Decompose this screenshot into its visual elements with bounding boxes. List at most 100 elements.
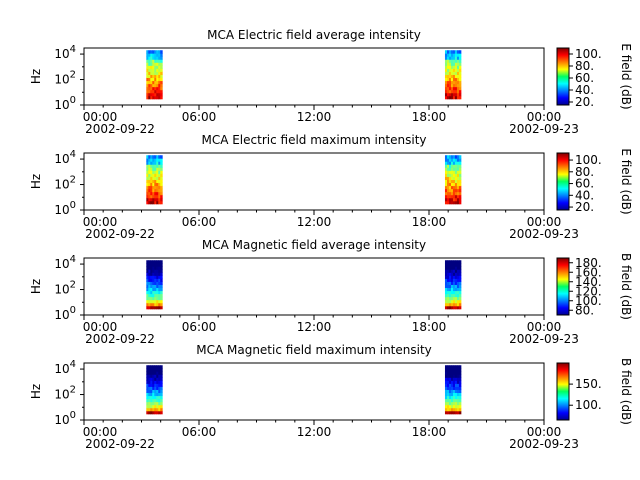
- spectrogram-cell: [158, 194, 161, 199]
- spectrogram-cell: [456, 290, 460, 295]
- spectrogram-cell: [450, 191, 454, 196]
- spectrogram-cell: [444, 371, 448, 375]
- spectrogram-cell: [158, 263, 161, 267]
- spectrogram-cell: [146, 401, 149, 406]
- spectrogram-cell: [450, 185, 454, 190]
- spectrogram-cell: [454, 281, 458, 285]
- spectrogram-cell: [158, 65, 161, 69]
- spectrogram-cell: [160, 194, 163, 199]
- spectrogram-cell: [156, 185, 159, 190]
- spectrogram-cell: [456, 86, 460, 91]
- spectrogram-cell: [456, 170, 460, 174]
- spectrogram-cell: [148, 155, 151, 159]
- spectrogram-cell: [150, 71, 153, 75]
- spectrogram-cell: [456, 56, 460, 60]
- spectrogram-cell: [154, 188, 157, 193]
- spectrogram-cell: [156, 296, 159, 301]
- spectrogram-cell: [148, 407, 151, 412]
- spectrogram-cell: [148, 299, 151, 304]
- spectrogram-cell: [452, 53, 456, 57]
- spectrogram-cell: [452, 272, 456, 276]
- spectrogram-cell: [452, 395, 456, 400]
- spectrogram-cell: [160, 65, 163, 69]
- spectrogram-cell: [444, 404, 448, 409]
- spectrogram-cell: [150, 56, 153, 60]
- spectrogram-cell: [152, 200, 155, 205]
- spectrogram-cell: [444, 173, 448, 177]
- spectrogram-cell: [154, 83, 157, 88]
- spectrogram-cell: [156, 83, 159, 88]
- y-tick-label: 104: [54, 149, 76, 166]
- spectrogram-cell: [148, 296, 151, 301]
- spectrogram-cell: [448, 197, 452, 202]
- spectrogram-cell: [158, 284, 161, 289]
- spectrogram-cell: [150, 89, 153, 94]
- spectrogram-cell: [452, 191, 456, 196]
- spectrogram-cell: [458, 158, 462, 162]
- spectrogram-cell: [154, 290, 157, 295]
- spectrogram-cell: [148, 260, 151, 264]
- spectrogram-cell: [458, 197, 462, 202]
- spectrogram-cell: [452, 59, 456, 63]
- spectrogram-cell: [454, 395, 458, 400]
- spectrogram-cell: [156, 50, 159, 54]
- spectrogram-cell: [146, 272, 149, 276]
- spectrogram-cell: [152, 287, 155, 292]
- spectrogram-cell: [150, 86, 153, 91]
- spectrogram-cell: [450, 383, 454, 387]
- spectrogram-cell: [154, 368, 157, 372]
- spectrogram-cell: [156, 365, 159, 369]
- spectrogram-cell: [148, 173, 151, 177]
- spectrogram-cell: [456, 50, 460, 54]
- spectrogram-cell: [158, 395, 161, 400]
- spectrogram-cell: [156, 86, 159, 91]
- spectrogram-cell: [160, 164, 163, 168]
- spectrogram-cell: [152, 275, 155, 279]
- spectrogram-cell: [160, 404, 163, 409]
- spectrogram-cell: [146, 290, 149, 295]
- spectrogram-cell: [456, 197, 460, 202]
- spectrogram-cell: [154, 74, 157, 79]
- spectrogram-cell: [150, 371, 153, 375]
- spectrogram-cell: [452, 383, 456, 387]
- colorbar-label: E field (dB): [619, 148, 633, 214]
- x-tick-label: 18:00: [412, 110, 447, 124]
- spectrogram-cell: [154, 200, 157, 205]
- y-tick-label: 104: [54, 254, 76, 271]
- spectrogram-cell: [148, 185, 151, 190]
- spectrogram-cell: [152, 74, 155, 79]
- spectrogram-cell: [160, 371, 163, 375]
- spectrogram-cell: [158, 401, 161, 406]
- spectrogram-cell: [448, 401, 452, 406]
- spectrogram-cell: [158, 278, 161, 282]
- spectrogram-cell: [154, 86, 157, 91]
- spectrogram-cell: [150, 155, 153, 159]
- spectrogram-cell: [146, 305, 149, 310]
- spectrogram-cell: [156, 392, 159, 397]
- spectrogram-cell: [152, 284, 155, 289]
- spectrogram-cell: [458, 407, 462, 412]
- colorbar-tick-label: 60.: [575, 177, 594, 191]
- spectrogram-cell: [446, 89, 450, 94]
- spectrogram-cell: [160, 74, 163, 79]
- spectrogram-cell: [454, 62, 458, 66]
- spectrogram-cell: [154, 284, 157, 289]
- spectrogram-cell: [452, 278, 456, 282]
- spectrogram-cell: [448, 260, 452, 264]
- spectrogram-cell: [156, 62, 159, 66]
- spectrogram-cell: [154, 275, 157, 279]
- spectrogram-cell: [146, 296, 149, 301]
- spectrogram-cell: [148, 62, 151, 66]
- spectrogram-cell: [148, 275, 151, 279]
- spectrogram-cell: [446, 266, 450, 270]
- spectrogram-cell: [444, 365, 448, 369]
- spectrogram-cell: [154, 161, 157, 165]
- spectrogram-cell: [146, 302, 149, 307]
- spectrogram-cell: [150, 80, 153, 85]
- spectrogram-cell: [150, 269, 153, 273]
- spectrogram-cell: [154, 380, 157, 384]
- spectrogram-cell: [452, 179, 456, 184]
- spectrogram-cell: [154, 395, 157, 400]
- spectrogram-cell: [146, 410, 149, 415]
- spectrogram-cell: [454, 59, 458, 63]
